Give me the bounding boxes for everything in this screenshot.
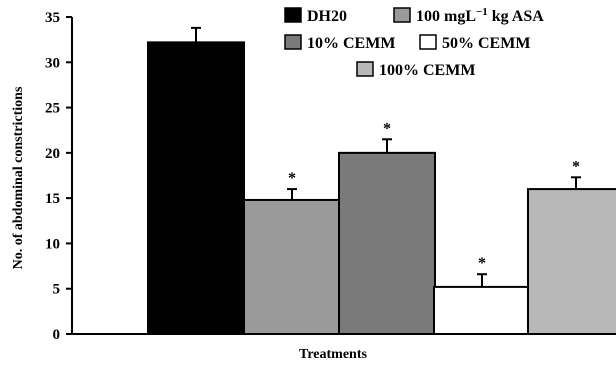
legend-label: 100 mgL−1 kg ASA [416, 6, 544, 25]
bar [243, 198, 341, 335]
legend-swatch [284, 34, 302, 50]
bar-group [147, 26, 245, 336]
y-tick-label: 15 [45, 191, 60, 207]
legend-swatch [419, 34, 437, 50]
y-tick-label: 25 [45, 101, 60, 117]
legend-label: 100% CEMM [379, 62, 475, 79]
significance-marker: * [478, 255, 486, 272]
legend-item: DH20 [284, 7, 347, 25]
bars: * * * * [147, 26, 616, 336]
bar-group: * [243, 170, 341, 335]
bar [338, 151, 436, 335]
legend-label: 50% CEMM [442, 35, 530, 52]
x-axis-label: Treatments [299, 347, 367, 362]
significance-marker: * [288, 170, 296, 187]
legend-label: 10% CEMM [307, 35, 395, 52]
legend-swatch [284, 7, 302, 23]
y-tick-label: 10 [45, 236, 60, 252]
bar-group: * [527, 158, 616, 335]
y-axis-label: No. of abdominal constrictions [11, 86, 26, 269]
legend-item: 10% CEMM [284, 34, 395, 52]
significance-marker: * [383, 120, 391, 137]
bar-group: * [338, 120, 436, 335]
legend-item: 100% CEMM [356, 61, 475, 79]
significance-marker: * [572, 158, 580, 175]
y-tick-label: 5 [53, 282, 61, 298]
y-tick-label: 30 [45, 55, 60, 71]
bar-group: * [433, 255, 531, 336]
y-tick-label: 20 [45, 146, 60, 162]
bar [147, 41, 245, 336]
legend-item: 100 mgL−1 kg ASA [393, 6, 544, 25]
legend-swatch [393, 7, 411, 23]
legend-label: DH20 [307, 8, 347, 25]
legend-item: 50% CEMM [419, 34, 530, 52]
bar [527, 188, 616, 335]
y-tick-label: 35 [45, 10, 60, 26]
legend: DH20 100 mgL−1 kg ASA 10% CEMM 50% CEMM 100%… [284, 6, 544, 79]
legend-swatch [356, 61, 374, 77]
bar [433, 285, 531, 336]
y-tick-label: 0 [53, 327, 61, 343]
